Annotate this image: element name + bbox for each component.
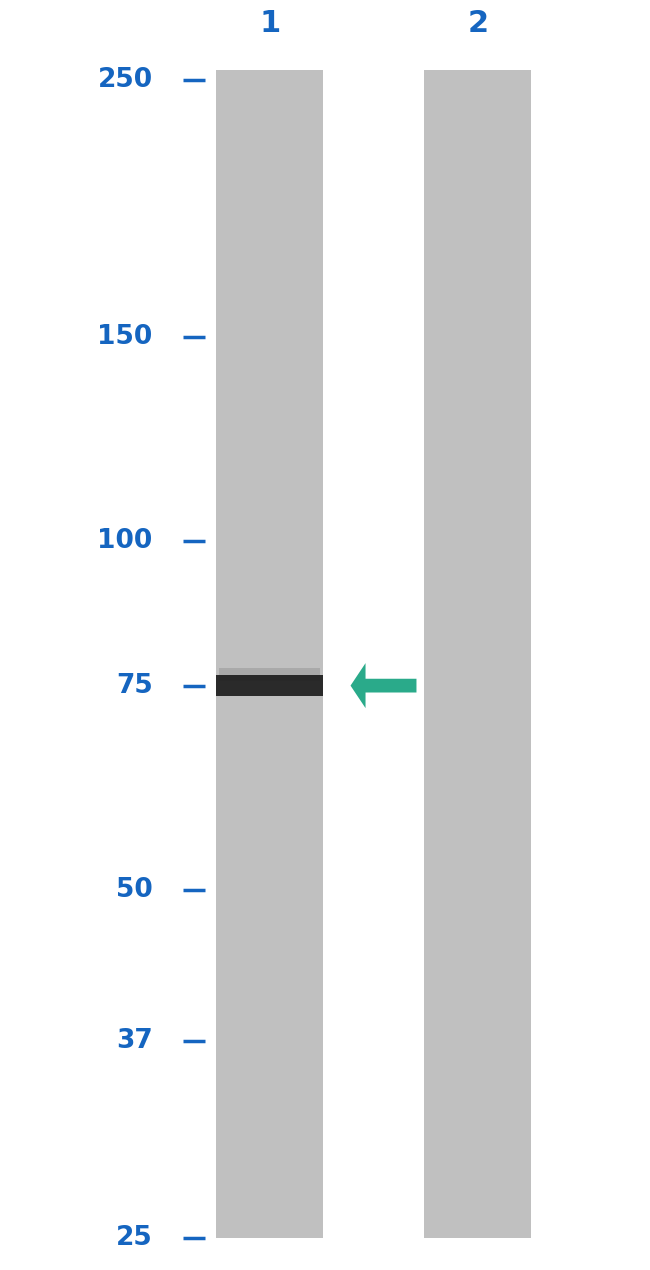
Text: 25: 25 [116,1226,153,1251]
Bar [216,676,323,696]
Text: 1: 1 [259,9,280,38]
Bar [424,70,532,1238]
Text: 75: 75 [116,673,153,698]
Text: 100: 100 [98,528,153,554]
Text: 2: 2 [467,9,488,38]
Text: 50: 50 [116,876,153,903]
Text: 150: 150 [98,324,153,351]
Bar [216,70,323,1238]
Text: 250: 250 [98,67,153,93]
Text: 37: 37 [116,1027,153,1054]
Bar [219,668,320,681]
